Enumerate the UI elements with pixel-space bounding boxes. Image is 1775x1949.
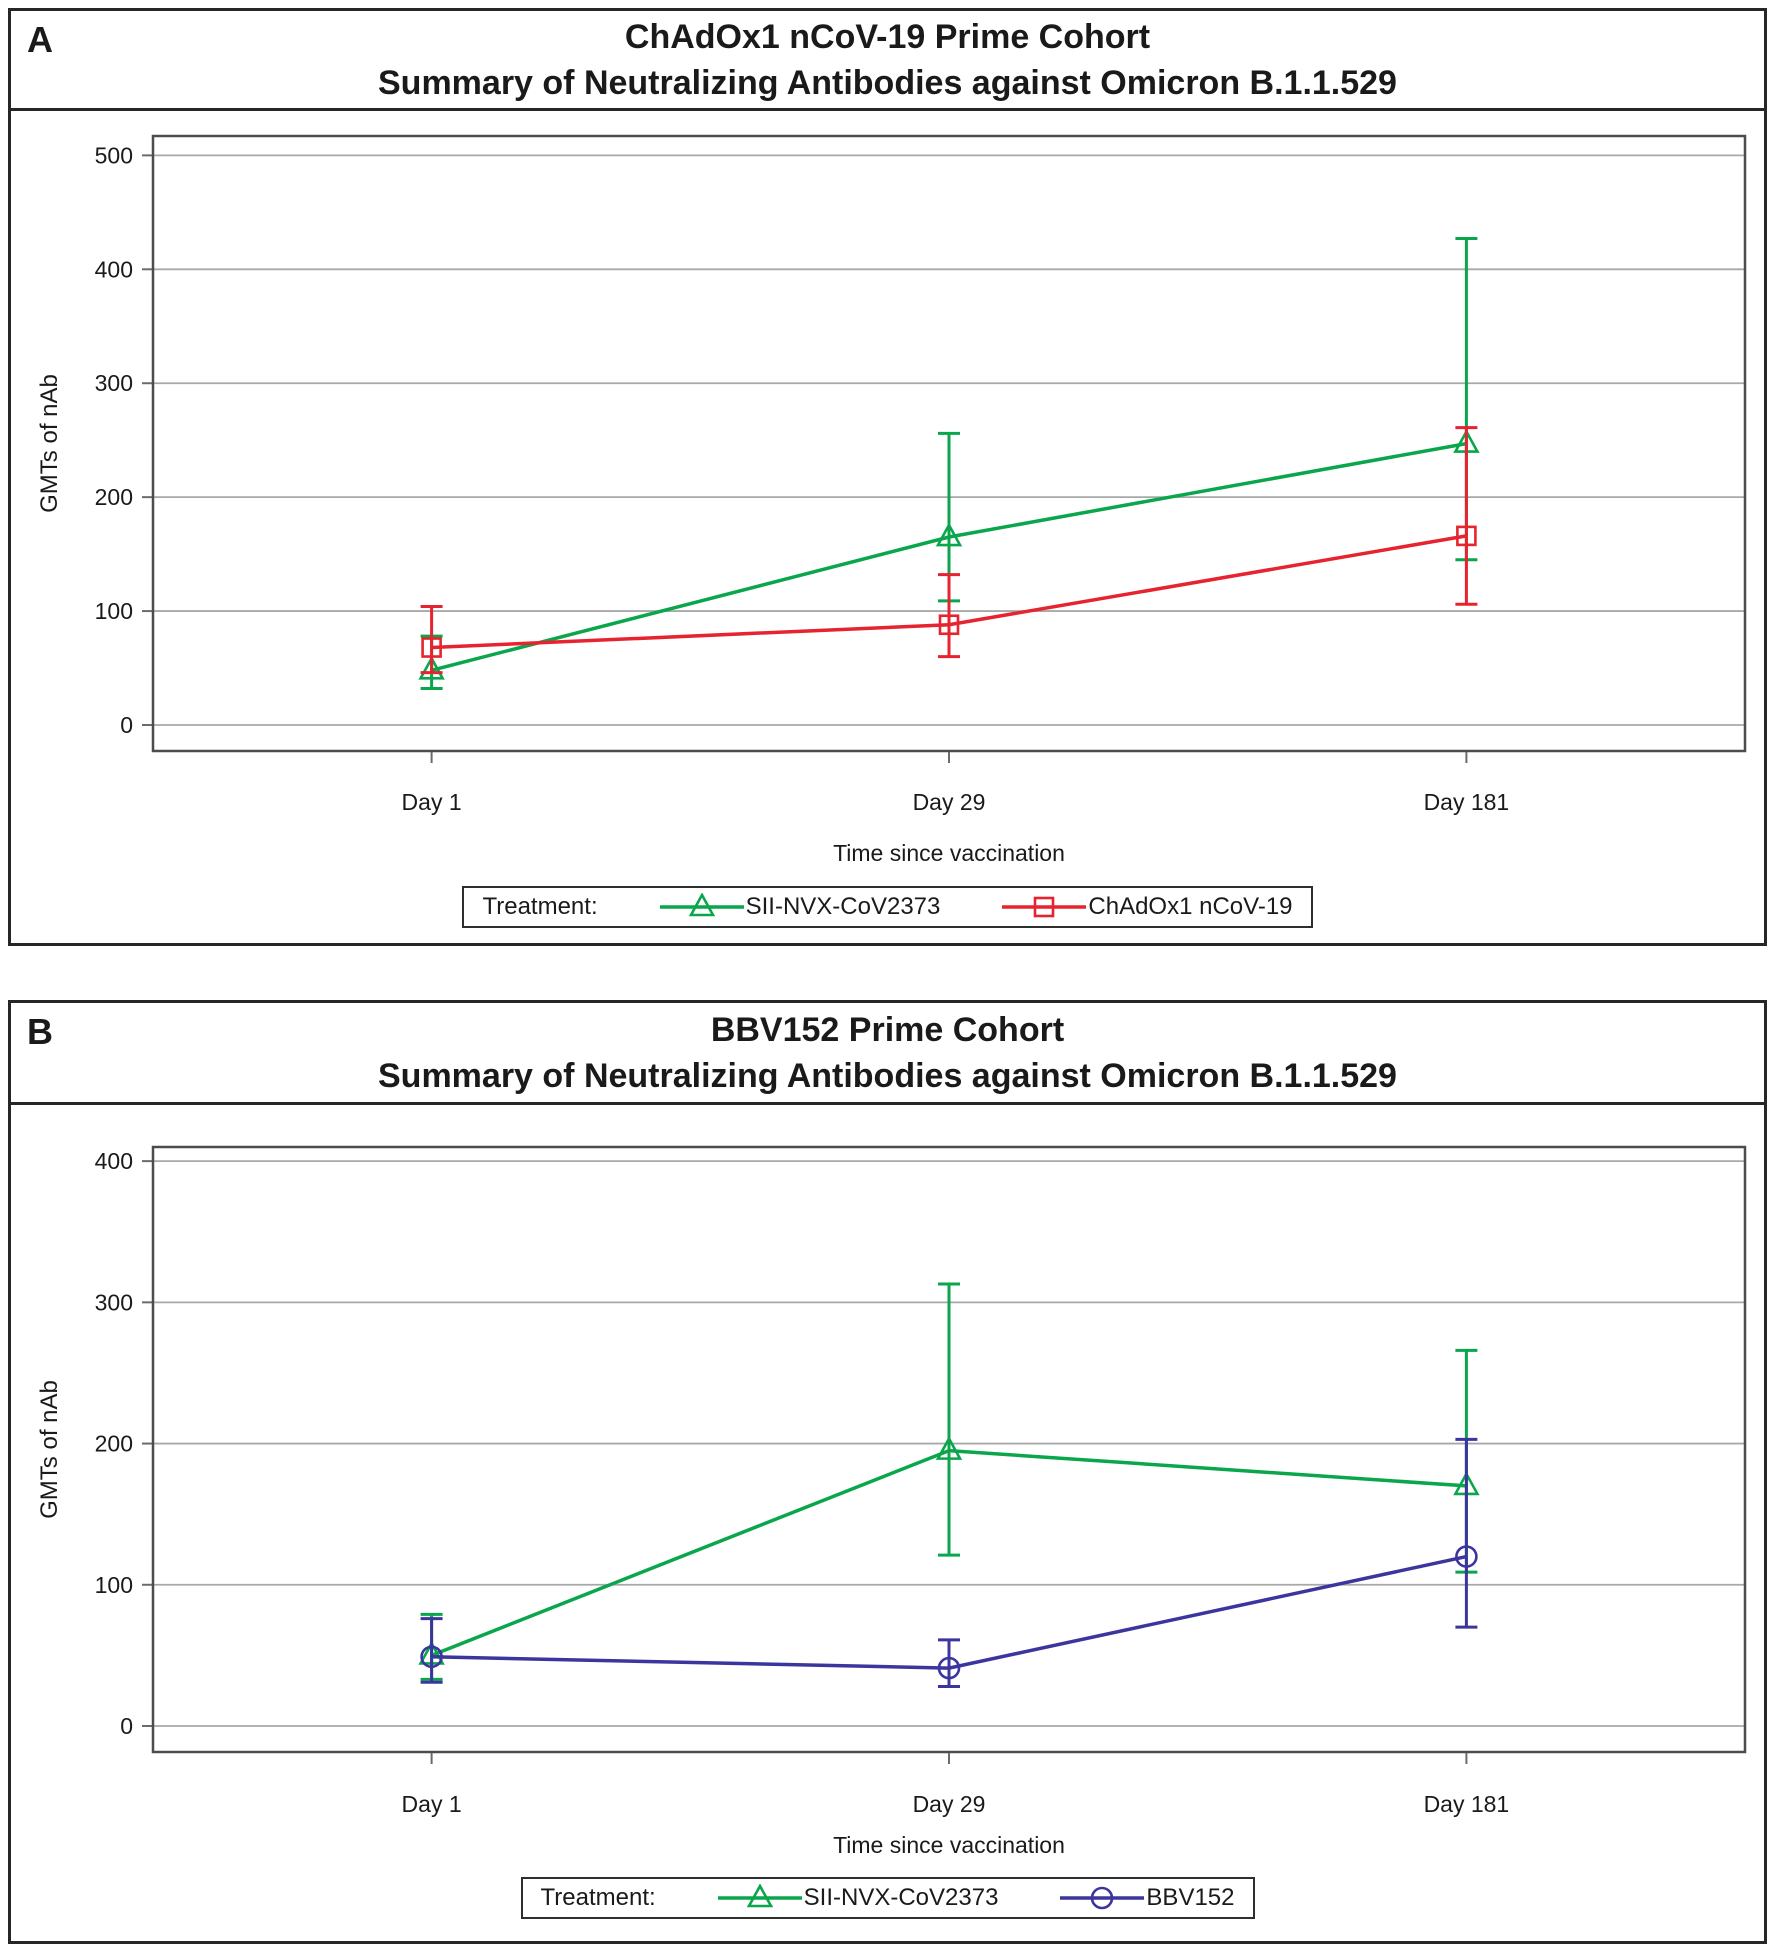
triangle-marker-icon [688, 893, 715, 917]
x-tick-label: Day 29 [913, 1791, 986, 1817]
square-marker-icon [938, 614, 960, 636]
legend-entry: SII-NVX-CoV2373 [659, 893, 941, 921]
square-marker-icon [421, 637, 442, 658]
panel-b-subtitle: Summary of Neutralizing Antibodies again… [378, 1056, 1397, 1095]
legend-series-label: SII-NVX-CoV2373 [745, 893, 941, 920]
series-line [431, 441, 1467, 673]
triangle-marker-icon [935, 522, 963, 547]
panel-b-letter: B [27, 1011, 53, 1052]
plot-frame [151, 1145, 1747, 1754]
circle-marker-icon [1060, 1886, 1145, 1910]
panel-a-plot: 0 100 200 300 400 500 Day 1 Day 29 Day 181 Time s… [36, 134, 1747, 866]
panel-b: B BBV152 Prime Cohort Summary of Neutral… [8, 1000, 1767, 1944]
circle-marker-icon [1455, 1545, 1478, 1568]
legend-entry: SII-NVX-CoV2373 [717, 1884, 999, 1912]
y-tick-label: 500 [95, 142, 133, 168]
x-axis-title: Time since vaccination [833, 840, 1065, 866]
plot-frame [151, 134, 1747, 753]
legend-series-label: BBV152 [1146, 1884, 1235, 1911]
x-tick-label: Day 181 [1424, 1791, 1510, 1817]
legend-series-label: ChAdOx1 nCoV-19 [1088, 893, 1293, 920]
triangle-marker-icon [746, 1884, 773, 1908]
y-axis-title: GMTs of nAb [36, 374, 63, 513]
panel-a-legend: Treatment: SII-NVX-CoV2373 ChAdOx1 nCoV-… [462, 886, 1313, 928]
circle-marker-icon [937, 1656, 961, 1680]
y-tick-label: 100 [95, 1572, 133, 1598]
square-marker-icon [1002, 896, 1087, 918]
panel-a-subtitle: Summary of Neutralizing Antibodies again… [378, 63, 1397, 102]
legend-entry: BBV152 [1060, 1884, 1235, 1912]
x-tick-label: Day 1 [402, 789, 462, 815]
triangle-marker-icon [659, 893, 744, 917]
legend-title: Treatment: [482, 893, 598, 920]
x-tick-label: Day 29 [913, 789, 986, 815]
y-tick-label: 300 [95, 370, 133, 396]
series-line [430, 1448, 1467, 1658]
x-tick-label: Day 181 [1424, 789, 1510, 815]
triangle-marker-icon [418, 655, 445, 680]
series-line [431, 534, 1467, 650]
y-tick-label: 400 [95, 1148, 133, 1174]
triangle-marker-icon [717, 1884, 802, 1908]
panel-a-header: A ChAdOx1 nCoV-19 Prime Cohort Summary o… [11, 11, 1764, 111]
circle-marker-icon [420, 1645, 443, 1669]
triangle-marker-icon [935, 1435, 963, 1460]
y-tick-label: 200 [95, 484, 133, 510]
y-tick-label: 200 [95, 1431, 133, 1457]
y-tick-label: 0 [120, 712, 133, 738]
panel-b-header: B BBV152 Prime Cohort Summary of Neutral… [11, 1003, 1764, 1105]
panel-a: A ChAdOx1 nCoV-19 Prime Cohort Summary o… [8, 8, 1767, 946]
panel-a-letter: A [27, 19, 53, 60]
panel-b-legend: Treatment: SII-NVX-CoV2373 BBV152 [520, 1877, 1255, 1919]
panel-a-title: ChAdOx1 nCoV-19 Prime Cohort [624, 17, 1151, 56]
panel-b-plot: 0 100 200 300 400 Day 1 Day 29 Day 181 Time sinc… [36, 1145, 1747, 1858]
legend-series-label: SII-NVX-CoV2373 [803, 1884, 999, 1911]
x-axis-title: Time since vaccination [833, 1832, 1065, 1858]
circle-marker-icon [1091, 1886, 1114, 1910]
x-tick-label: Day 1 [402, 1791, 462, 1817]
y-tick-label: 100 [95, 598, 133, 624]
y-tick-label: 400 [95, 256, 133, 282]
square-marker-icon [1034, 896, 1055, 918]
series-line [431, 1554, 1467, 1670]
legend-entry: ChAdOx1 nCoV-19 [1002, 893, 1293, 921]
y-axis-title: GMTs of nAb [36, 1380, 63, 1519]
square-marker-icon [1456, 525, 1477, 547]
y-tick-label: 0 [120, 1713, 133, 1739]
y-tick-label: 300 [95, 1289, 133, 1315]
panel-b-title: BBV152 Prime Cohort [710, 1010, 1065, 1049]
legend-title: Treatment: [540, 1884, 656, 1911]
